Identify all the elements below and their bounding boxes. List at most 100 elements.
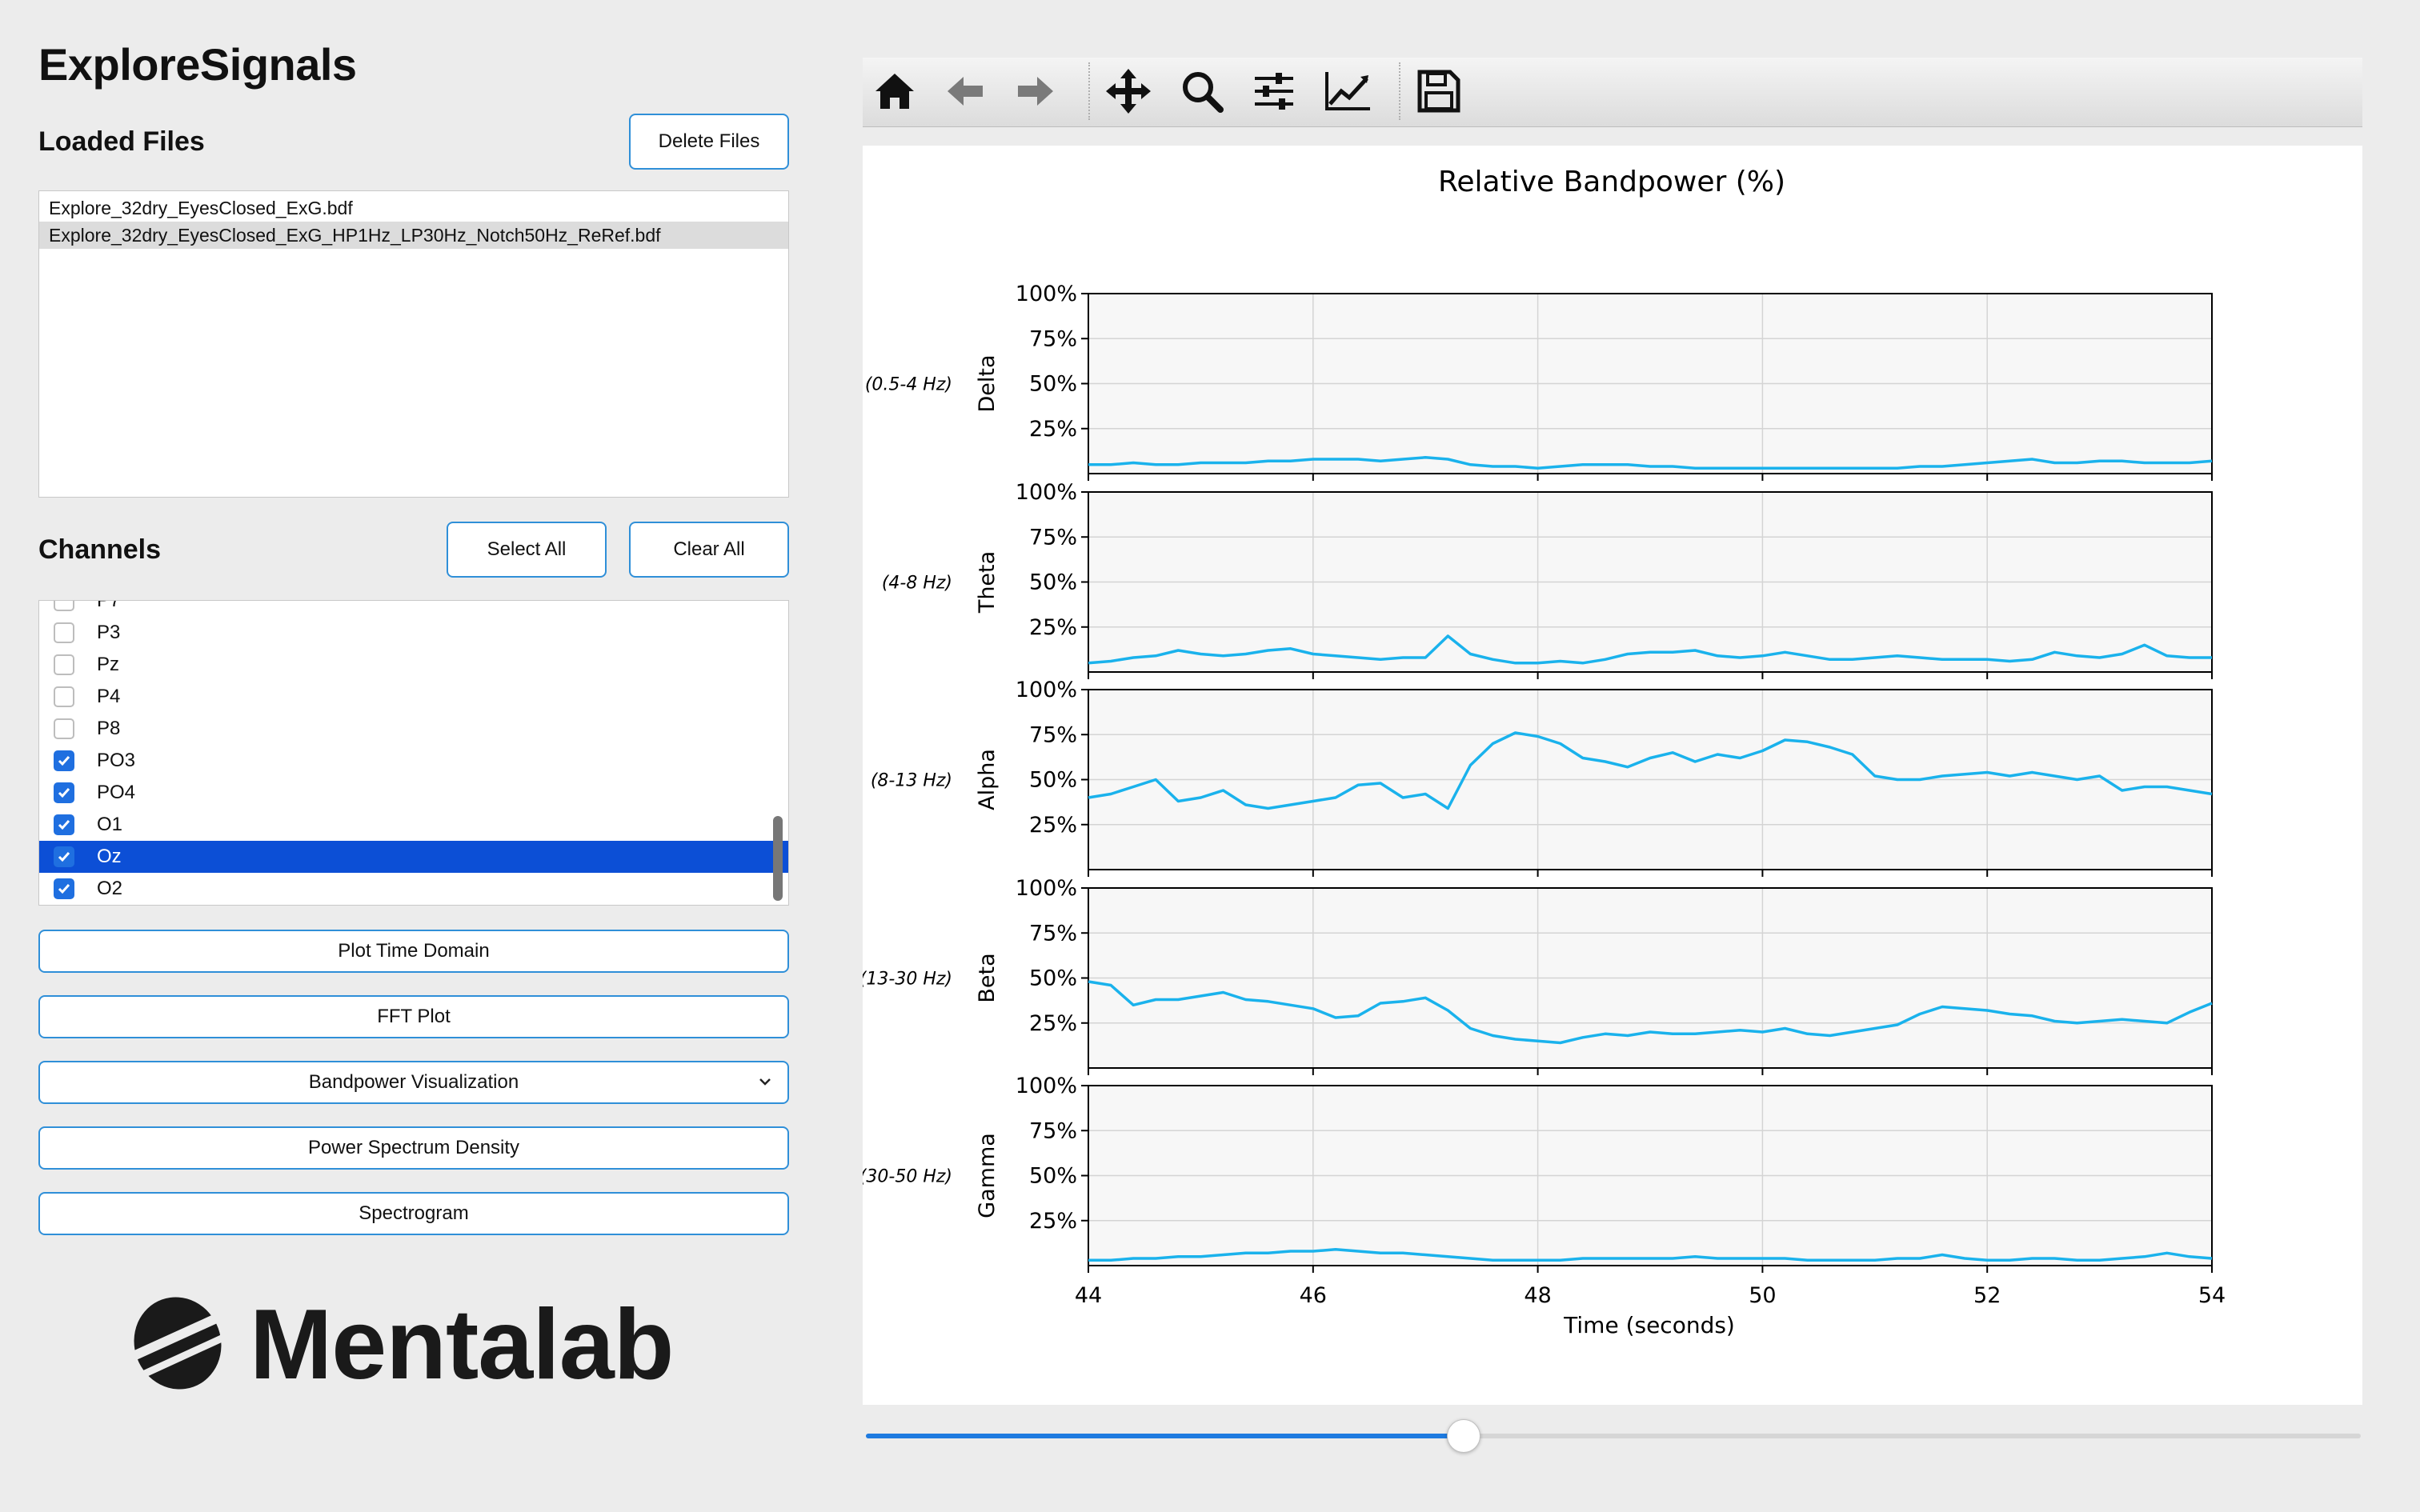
forward-arrow-icon[interactable] <box>1010 66 1061 117</box>
y-tick-label: 75% <box>1029 921 1077 946</box>
band-label: Delta <box>975 354 1000 412</box>
channel-checkbox[interactable] <box>54 878 74 899</box>
save-icon[interactable] <box>1413 66 1464 117</box>
x-tick-label: 54 <box>2198 1283 2226 1308</box>
delete-files-button[interactable]: Delete Files <box>629 114 789 170</box>
channel-checkbox[interactable] <box>54 601 74 611</box>
pan-icon[interactable] <box>1103 66 1154 117</box>
channel-item-o2[interactable]: O2 <box>39 873 788 905</box>
time-slider-track[interactable] <box>866 1434 2361 1438</box>
subplot-frame <box>1088 689 2213 870</box>
channel-label: PO4 <box>97 782 136 803</box>
y-tick-label: 100% <box>1016 678 1077 702</box>
x-axis-label: Time (seconds) <box>1563 1312 1735 1338</box>
y-tick-label: 25% <box>1029 813 1077 838</box>
y-tick-label: 50% <box>1029 1164 1077 1189</box>
select-all-button[interactable]: Select All <box>447 522 607 578</box>
mentalab-logo-text: Mentalab <box>250 1290 674 1400</box>
y-tick-label: 100% <box>1016 876 1077 901</box>
plot-toolbar <box>863 58 2362 127</box>
file-item-selected[interactable]: Explore_32dry_EyesClosed_ExG_HP1Hz_LP30H… <box>39 222 788 249</box>
channel-label: O1 <box>97 814 123 835</box>
channel-checkbox[interactable] <box>54 654 74 675</box>
channel-label: P4 <box>97 686 121 707</box>
band-range-label: (30-50 Hz) <box>863 1167 952 1187</box>
y-tick-label: 100% <box>1016 480 1077 505</box>
channel-item-p3[interactable]: P3 <box>39 617 788 649</box>
plot-time-domain-button[interactable]: Plot Time Domain <box>38 930 789 973</box>
x-tick-label: 48 <box>1524 1283 1551 1308</box>
x-tick-label: 46 <box>1300 1283 1327 1308</box>
mentalab-logo: Mentalab <box>124 1288 674 1402</box>
spectrogram-button[interactable]: Spectrogram <box>38 1192 789 1235</box>
channel-checkbox[interactable] <box>54 782 74 803</box>
channel-item-pz[interactable]: Pz <box>39 649 788 681</box>
subplot-frame <box>1088 293 2213 474</box>
y-tick-label: 75% <box>1029 326 1077 351</box>
channel-item-p8[interactable]: P8 <box>39 713 788 745</box>
subplot-frame <box>1088 887 2213 1069</box>
subplot-frame <box>1088 491 2213 673</box>
home-icon[interactable] <box>869 66 920 117</box>
channel-label: Pz <box>97 654 120 675</box>
channel-label: Oz <box>97 846 122 867</box>
channel-checkbox[interactable] <box>54 750 74 771</box>
file-item[interactable]: Explore_32dry_EyesClosed_ExG.bdf <box>49 198 353 218</box>
subplot-alpha: 100% 75% 50% 25% Alpha (8-13 Hz) <box>871 678 2213 877</box>
band-label: Theta <box>975 551 1000 614</box>
channels-heading: Channels <box>38 534 162 565</box>
channel-item-po4[interactable]: PO4 <box>39 777 788 809</box>
y-tick-label: 25% <box>1029 1209 1077 1234</box>
channel-item-p7[interactable]: P7 <box>39 601 788 617</box>
mentalab-mark-icon <box>124 1294 234 1397</box>
edit-axes-icon[interactable] <box>1322 66 1373 117</box>
channel-item-po3[interactable]: PO3 <box>39 745 788 777</box>
channel-item-o1[interactable]: O1 <box>39 809 788 841</box>
channel-label: PO3 <box>97 750 136 771</box>
y-tick-label: 50% <box>1029 966 1077 991</box>
band-label: Gamma <box>975 1133 1000 1218</box>
y-tick-label: 100% <box>1016 1074 1077 1098</box>
series-line-gamma <box>1088 1248 2213 1262</box>
y-tick-label: 50% <box>1029 768 1077 793</box>
channel-checkbox[interactable] <box>54 686 74 707</box>
x-tick-label: 50 <box>1749 1283 1776 1308</box>
loaded-files-heading: Loaded Files <box>38 126 205 157</box>
bandpower-chart[interactable]: Relative Bandpower (%) Time (seconds) 10… <box>859 146 2362 1405</box>
channel-item-p4[interactable]: P4 <box>39 681 788 713</box>
band-range-label: (4-8 Hz) <box>882 574 952 594</box>
bandpower-visualization-dropdown[interactable]: Bandpower Visualization <box>38 1061 789 1104</box>
files-list[interactable]: Explore_32dry_EyesClosed_ExG.bdf Explore… <box>38 190 789 498</box>
back-arrow-icon[interactable] <box>940 66 991 117</box>
y-tick-label: 75% <box>1029 525 1077 550</box>
channels-list[interactable]: P7 P3 Pz P4 P8 PO3 PO4 O1 Oz O2 <box>38 600 789 906</box>
bandpower-visualization-label: Bandpower Visualization <box>308 1071 519 1093</box>
band-range-label: (0.5-4 Hz) <box>865 375 952 395</box>
fft-plot-button[interactable]: FFT Plot <box>38 995 789 1038</box>
time-slider-thumb[interactable] <box>1447 1419 1481 1453</box>
chart-title: Relative Bandpower (%) <box>1438 166 1785 198</box>
channel-checkbox[interactable] <box>54 814 74 835</box>
power-spectrum-density-button[interactable]: Power Spectrum Density <box>38 1126 789 1170</box>
y-tick-label: 25% <box>1029 615 1077 640</box>
zoom-icon[interactable] <box>1176 66 1228 117</box>
channel-label: P8 <box>97 718 121 739</box>
channel-item-oz[interactable]: Oz <box>39 841 788 873</box>
channel-label: O2 <box>97 878 123 899</box>
channel-checkbox[interactable] <box>54 622 74 643</box>
subplot-theta: 100% 75% 50% 25% Theta (4-8 Hz) <box>882 480 2213 679</box>
channels-scrollbar[interactable] <box>773 816 783 901</box>
band-range-label: (13-30 Hz) <box>863 970 952 990</box>
y-tick-label: 50% <box>1029 372 1077 397</box>
configure-subplots-icon[interactable] <box>1248 66 1300 117</box>
y-tick-label: 100% <box>1016 282 1077 306</box>
plot-panel[interactable]: Relative Bandpower (%) Time (seconds) 10… <box>859 146 2362 1405</box>
channel-checkbox[interactable] <box>54 718 74 739</box>
channel-checkbox[interactable] <box>54 846 74 867</box>
subplot-gamma: 100% 75% 50% 25% Gamma (30-50 Hz) <box>859 1074 2213 1273</box>
series-line-beta <box>1088 980 2213 1045</box>
checkmark-icon <box>58 756 70 766</box>
clear-all-button[interactable]: Clear All <box>629 522 789 578</box>
checkmark-icon <box>58 820 70 830</box>
series-line-alpha <box>1088 731 2213 810</box>
